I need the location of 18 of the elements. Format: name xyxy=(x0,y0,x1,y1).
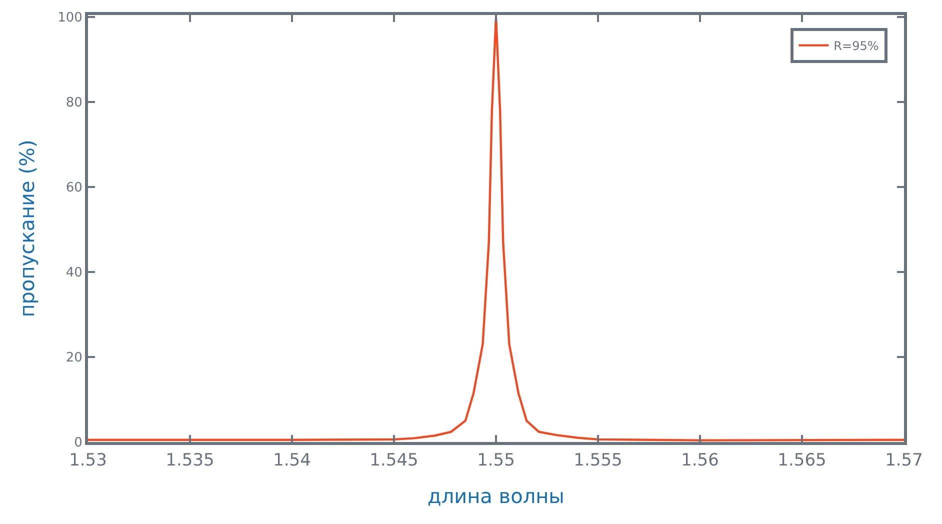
x-axis-title: длина волны xyxy=(428,484,564,508)
x-tick-label: 1.535 xyxy=(166,450,214,470)
x-tick-label: 1.55 xyxy=(477,450,515,470)
x-tick-label: 1.53 xyxy=(69,450,107,470)
x-tick-label: 1.57 xyxy=(885,450,923,470)
y-tick-label: 40 xyxy=(66,266,82,281)
y-tick-label: 60 xyxy=(66,180,82,196)
x-tick-label: 1.56 xyxy=(681,450,719,470)
x-tick-label: 1.565 xyxy=(778,450,826,470)
y-tick-label: 0 xyxy=(74,436,82,451)
legend-label: R=95% xyxy=(834,38,879,53)
y-tick-label: 80 xyxy=(66,96,82,111)
x-tick-label: 1.555 xyxy=(574,450,622,470)
y-axis-title: пропускание (%) xyxy=(15,140,40,318)
y-tick-label: 100 xyxy=(58,10,82,26)
x-tick-label: 1.54 xyxy=(273,450,311,470)
y-tick-label: 20 xyxy=(66,350,82,366)
x-tick-label: 1.545 xyxy=(370,450,418,470)
